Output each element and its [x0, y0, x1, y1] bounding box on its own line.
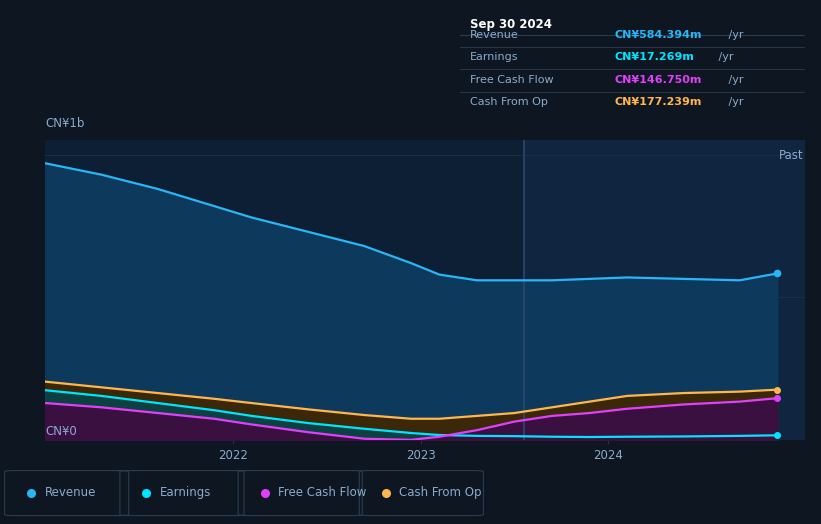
Text: CN¥1b: CN¥1b: [45, 117, 85, 130]
Text: Revenue: Revenue: [45, 486, 96, 499]
Text: Earnings: Earnings: [470, 52, 519, 62]
Text: /yr: /yr: [715, 52, 733, 62]
Text: CN¥0: CN¥0: [45, 424, 77, 438]
Text: Revenue: Revenue: [470, 30, 519, 40]
Text: CN¥146.750m: CN¥146.750m: [615, 75, 702, 85]
Text: Cash From Op: Cash From Op: [400, 486, 482, 499]
Text: Free Cash Flow: Free Cash Flow: [470, 75, 553, 85]
Text: CN¥17.269m: CN¥17.269m: [615, 52, 695, 62]
Text: Earnings: Earnings: [160, 486, 212, 499]
Text: /yr: /yr: [725, 75, 743, 85]
Text: CN¥177.239m: CN¥177.239m: [615, 97, 702, 107]
Bar: [524, 140, 805, 440]
Text: Past: Past: [778, 149, 803, 162]
Text: Cash From Op: Cash From Op: [470, 97, 548, 107]
Text: Sep 30 2024: Sep 30 2024: [470, 18, 552, 31]
Text: Free Cash Flow: Free Cash Flow: [278, 486, 367, 499]
Text: CN¥584.394m: CN¥584.394m: [615, 30, 703, 40]
Text: /yr: /yr: [725, 97, 743, 107]
Text: /yr: /yr: [725, 30, 743, 40]
